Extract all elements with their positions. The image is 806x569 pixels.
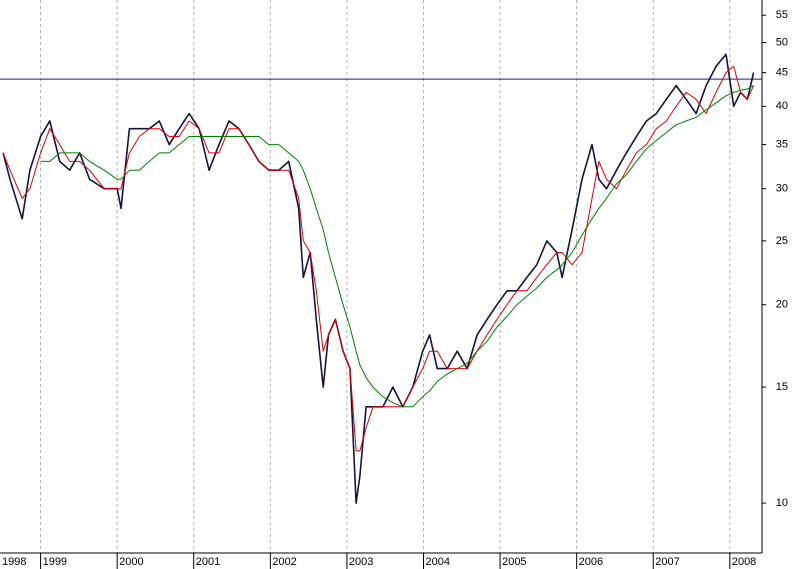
- y-tick-label: 20: [776, 299, 788, 311]
- series-line: [2, 65, 755, 452]
- series-line: [40, 85, 754, 408]
- x-tick-label: 2002: [272, 556, 296, 568]
- y-tick-label: 35: [776, 138, 788, 150]
- grid: [40, 0, 731, 553]
- y-tick-label: 45: [776, 67, 788, 79]
- x-tick-label: 2004: [426, 556, 450, 568]
- x-tick-label: 2006: [579, 556, 603, 568]
- x-tick-label: 2003: [349, 556, 373, 568]
- x-tick-label: 1999: [43, 556, 67, 568]
- y-tick-label: 30: [776, 183, 788, 195]
- y-tick-label: 25: [776, 235, 788, 247]
- y-tick-label: 40: [776, 100, 788, 112]
- plot: [0, 53, 762, 504]
- x-tick-label: 1998: [2, 556, 26, 568]
- y-tick-label: 10: [776, 497, 788, 509]
- x-tick-label: 2008: [732, 556, 756, 568]
- x-tick-label: 2007: [655, 556, 679, 568]
- x-tick-label: 2005: [502, 556, 526, 568]
- x-tick-label: 2001: [196, 556, 220, 568]
- series-line: [2, 53, 755, 504]
- y-tick-label: 50: [776, 36, 788, 48]
- axes: 1998 1999 2000 2001 2002 2003 2004 2005 2006 2007…: [2, 9, 788, 569]
- y-tick-label: 15: [776, 381, 788, 393]
- x-tick-label: 2000: [119, 556, 143, 568]
- y-tick-label: 55: [776, 9, 788, 21]
